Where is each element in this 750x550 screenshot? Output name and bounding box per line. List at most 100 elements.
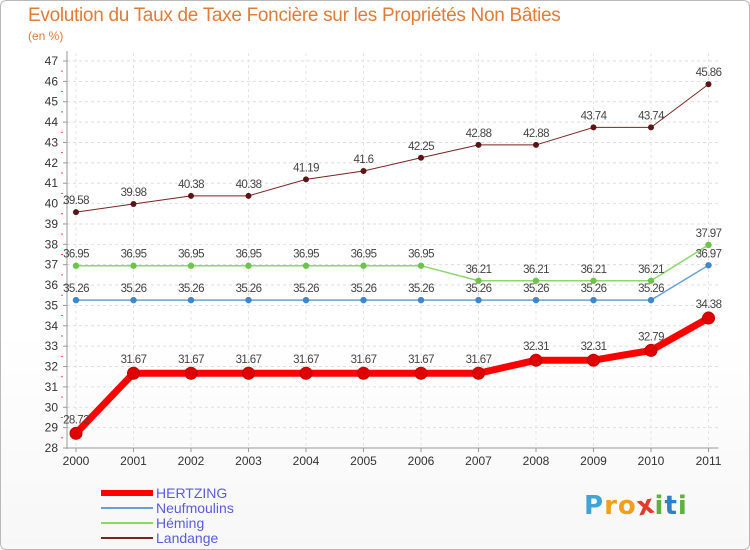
y-tick-label: 41 <box>45 176 59 190</box>
data-label-neufmoulins: 35.26 <box>63 283 89 295</box>
data-label-neufmoulins: 35.26 <box>236 283 262 295</box>
data-point-h-ming <box>245 262 252 269</box>
y-tick-label: 45 <box>45 95 59 109</box>
y-tick-label: 39 <box>45 217 59 231</box>
x-tick-label: 2002 <box>178 454 205 468</box>
data-label-neufmoulins: 35.26 <box>466 283 492 295</box>
data-label-neufmoulins: 35.26 <box>581 283 607 295</box>
data-label-neufmoulins: 35.26 <box>121 283 147 295</box>
data-point-neufmoulins <box>475 296 482 304</box>
x-tick-label: 2005 <box>350 454 377 468</box>
y-tick-label: 31 <box>45 380 59 394</box>
logo-letter: i <box>677 491 688 521</box>
data-label-hertzing: 31.67 <box>236 354 262 366</box>
y-tick-label: 36 <box>45 278 59 292</box>
data-label-landange: 42.25 <box>408 141 434 153</box>
data-point-landange <box>188 192 194 199</box>
data-point-neufmoulins <box>187 296 195 304</box>
data-point-neufmoulins <box>590 296 597 304</box>
data-point-neufmoulins <box>72 296 80 304</box>
data-label-h-ming: 36.21 <box>466 264 492 276</box>
data-label-h-ming: 36.95 <box>121 249 147 261</box>
data-label-hertzing: 32.31 <box>581 341 607 353</box>
data-label-landange: 39.98 <box>121 187 147 199</box>
data-point-h-ming <box>360 262 367 269</box>
data-label-neufmoulins: 35.26 <box>178 283 204 295</box>
data-label-h-ming: 36.21 <box>523 264 549 276</box>
data-label-h-ming: 37.97 <box>696 228 722 240</box>
data-point-hertzing <box>644 343 658 357</box>
data-point-neufmoulins <box>302 296 310 304</box>
series-line-h-ming <box>75 244 710 282</box>
data-label-h-ming: 36.95 <box>408 249 434 261</box>
data-point-landange <box>533 141 539 148</box>
data-label-landange: 40.38 <box>178 179 204 191</box>
data-label-h-ming: 36.95 <box>178 249 204 261</box>
data-point-h-ming <box>532 277 540 284</box>
data-label-hertzing: 31.67 <box>121 354 147 366</box>
data-label-neufmoulins: 35.26 <box>351 283 377 295</box>
data-label-landange: 42.88 <box>523 128 549 140</box>
data-label-hertzing: 31.67 <box>408 354 434 366</box>
logo-letter: i <box>654 491 665 521</box>
data-label-hertzing: 31.67 <box>466 354 492 366</box>
data-label-landange: 40.38 <box>236 179 262 191</box>
proxiti-logo: Proxiti <box>584 489 688 522</box>
data-label-hertzing: 32.31 <box>523 341 549 353</box>
logo-letter: r <box>604 491 618 521</box>
data-point-h-ming <box>705 241 712 249</box>
data-point-landange <box>590 124 597 131</box>
data-point-h-ming <box>72 262 80 269</box>
chart-title: Evolution du Taux de Taxe Foncière sur l… <box>28 5 561 26</box>
logo-letter: t <box>664 491 678 521</box>
data-point-h-ming <box>647 277 655 284</box>
series-line-landange <box>75 83 709 213</box>
data-point-h-ming <box>302 262 310 269</box>
y-tick-label: 34 <box>45 319 59 333</box>
data-point-landange <box>648 124 654 131</box>
y-tick-label: 44 <box>45 115 59 129</box>
x-tick-label: 2000 <box>63 454 90 468</box>
legend-swatch <box>101 490 153 496</box>
data-label-neufmoulins: 35.26 <box>523 283 549 295</box>
y-tick-label: 33 <box>45 339 59 353</box>
y-tick-label: 32 <box>45 360 59 374</box>
data-label-neufmoulins: 35.26 <box>638 283 664 295</box>
y-tick-label: 38 <box>45 237 59 251</box>
data-label-h-ming: 36.21 <box>581 264 607 276</box>
x-tick-label: 2006 <box>408 454 435 468</box>
data-label-hertzing: 31.67 <box>351 354 377 366</box>
data-point-h-ming <box>130 262 137 269</box>
data-point-hertzing <box>702 311 715 325</box>
x-tick-label: 2003 <box>235 454 262 468</box>
data-point-h-ming <box>187 262 195 269</box>
y-tick-label: 29 <box>45 421 59 435</box>
data-label-hertzing: 34.38 <box>696 299 722 311</box>
data-point-landange <box>245 192 252 199</box>
y-tick-label: 47 <box>45 54 59 68</box>
data-point-neufmoulins <box>647 296 655 304</box>
legend-label: Landange <box>156 530 219 546</box>
data-point-neufmoulins <box>417 296 425 304</box>
legend-item-hertzing: HERTZING <box>101 485 227 501</box>
data-label-neufmoulins: 35.26 <box>293 283 319 295</box>
data-point-landange <box>475 141 482 148</box>
data-point-h-ming <box>475 277 482 284</box>
x-tick-label: 2011 <box>696 454 722 468</box>
data-point-h-ming <box>417 262 425 269</box>
data-point-hertzing <box>529 353 543 367</box>
data-point-neufmoulins <box>705 262 712 269</box>
y-tick-label: 35 <box>45 298 59 312</box>
data-point-hertzing <box>127 366 140 380</box>
data-point-landange <box>73 209 79 216</box>
legend-swatch <box>101 507 153 509</box>
series-line-hertzing <box>72 314 712 437</box>
y-tick-label: 37 <box>45 258 59 272</box>
data-point-h-ming <box>590 277 597 284</box>
x-tick-label: 2004 <box>293 454 320 468</box>
x-tick-label: 2008 <box>523 454 550 468</box>
data-point-landange <box>360 167 367 174</box>
data-label-landange: 39.58 <box>63 195 89 207</box>
